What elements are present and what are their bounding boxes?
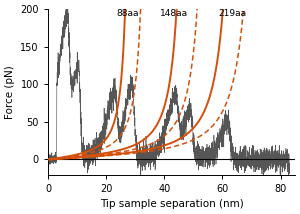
Y-axis label: Force (pN): Force (pN) <box>5 65 15 119</box>
Text: 148aa: 148aa <box>160 9 188 18</box>
Text: 88aa: 88aa <box>117 9 139 18</box>
Text: 219aa: 219aa <box>219 9 247 18</box>
X-axis label: Tip sample separation (nm): Tip sample separation (nm) <box>100 199 243 209</box>
